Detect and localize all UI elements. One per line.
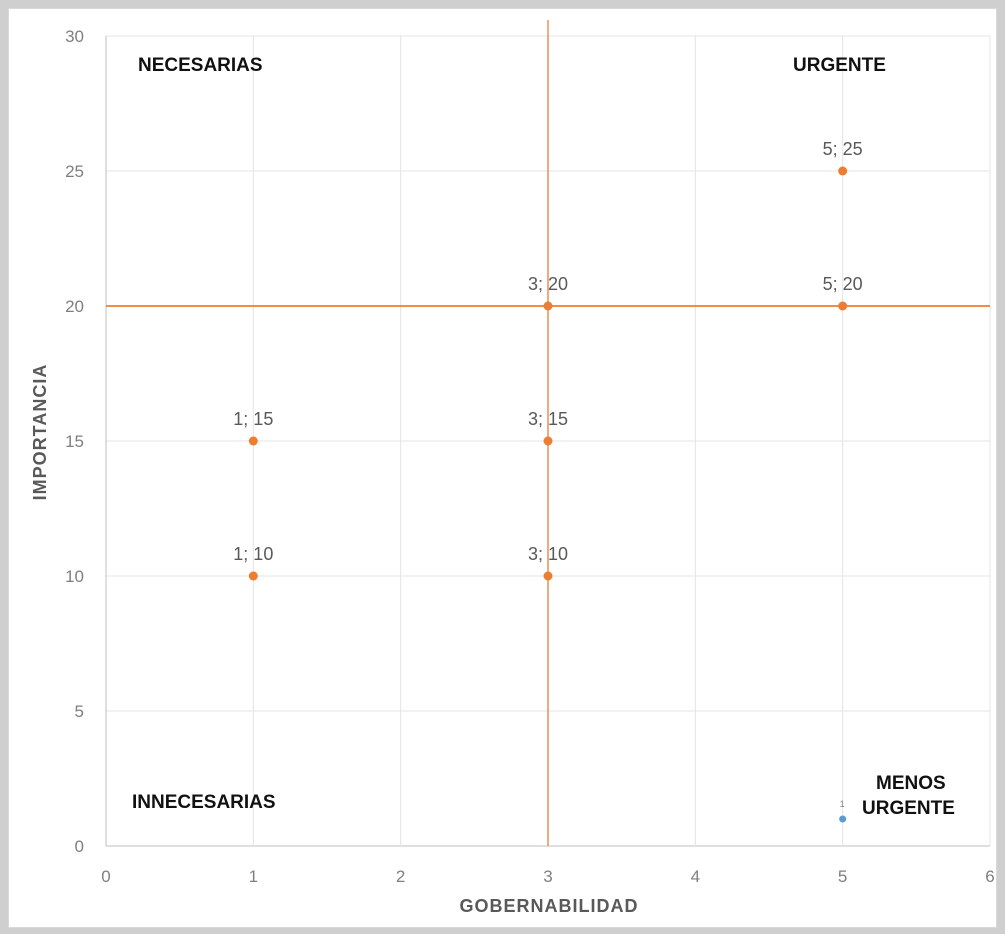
- y-tick-label: 0: [75, 837, 84, 856]
- data-labels: 5; 25 3; 20 5; 20 1; 15 3; 15 1; 10 3; 10 1: [233, 139, 862, 809]
- data-point: [543, 436, 553, 446]
- data-label: 1; 10: [233, 544, 273, 564]
- data-points: [248, 166, 848, 823]
- y-tick-label: 20: [65, 297, 84, 316]
- quadrant-label-bottom-right-line2: URGENTE: [862, 798, 955, 819]
- y-tick-label: 5: [75, 702, 84, 721]
- data-point: [543, 571, 553, 581]
- x-tick-label: 0: [101, 867, 110, 886]
- x-tick-label: 5: [838, 867, 847, 886]
- tick-labels: 0 5 10 15 20 25 30 0 1 2 3 4 5 6: [65, 27, 995, 886]
- quadrant-label-bottom-right-line1: MENOS: [876, 773, 946, 794]
- x-axis-title: GOBERNABILIDAD: [460, 896, 639, 916]
- y-tick-label: 15: [65, 432, 84, 451]
- chart-frame: [8, 8, 997, 928]
- data-label: 1: [840, 799, 845, 809]
- data-point: [838, 166, 848, 176]
- y-tick-label: 30: [65, 27, 84, 46]
- quadrant-label-top-left: NECESARIAS: [138, 55, 263, 76]
- data-label: 3; 20: [528, 274, 568, 294]
- data-point: [248, 571, 258, 581]
- data-label: 3; 15: [528, 409, 568, 429]
- quadrant-label-bottom-left: INNECESARIAS: [132, 792, 276, 813]
- data-point: [248, 436, 258, 446]
- x-tick-label: 4: [691, 867, 700, 886]
- x-tick-label: 1: [249, 867, 258, 886]
- quadrant-label-top-right: URGENTE: [793, 55, 886, 76]
- data-point: [839, 815, 847, 823]
- y-axis-title: IMPORTANCIA: [30, 364, 50, 501]
- data-label: 5; 25: [823, 139, 863, 159]
- x-tick-label: 3: [543, 867, 552, 886]
- data-point: [838, 301, 848, 311]
- data-point: [543, 301, 553, 311]
- data-label: 3; 10: [528, 544, 568, 564]
- data-label: 1; 15: [233, 409, 273, 429]
- y-tick-label: 10: [65, 567, 84, 586]
- y-tick-label: 25: [65, 162, 84, 181]
- x-tick-label: 2: [396, 867, 405, 886]
- data-label: 5; 20: [823, 274, 863, 294]
- x-tick-label: 6: [985, 867, 994, 886]
